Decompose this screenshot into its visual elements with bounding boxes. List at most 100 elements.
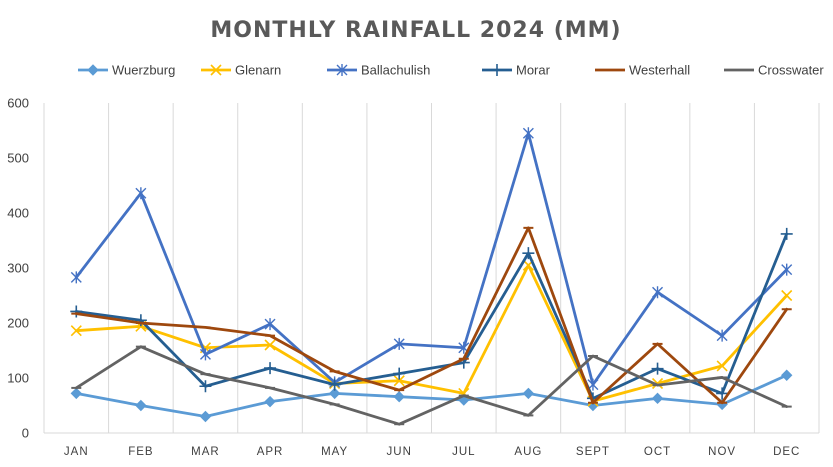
data-point	[264, 339, 276, 351]
star-marker	[522, 127, 534, 140]
x-tick-label: DEC	[773, 446, 800, 458]
legend-label: Westerhall	[629, 63, 690, 78]
data-point	[781, 263, 793, 276]
plus-marker	[491, 64, 503, 76]
legend-item-morar: Morar	[482, 63, 551, 78]
series-glenarn	[70, 259, 793, 407]
x-tick-label: JUN	[387, 446, 412, 458]
x-marker	[651, 377, 664, 390]
data-point	[328, 378, 341, 391]
x-tick-label: AUG	[514, 446, 542, 458]
data-point	[328, 387, 341, 400]
data-point	[70, 305, 83, 318]
y-axis: 0 100 200 300 400 500 600	[7, 96, 29, 441]
series-line	[74, 373, 789, 418]
x-marker	[210, 64, 222, 76]
plus-marker	[264, 362, 277, 375]
series-line	[74, 232, 789, 400]
data-point	[651, 362, 664, 375]
data-point	[652, 286, 664, 299]
star-marker	[70, 271, 82, 284]
chart-title: MONTHLY RAINFALL 2024 (MM)	[210, 18, 621, 43]
data-point	[264, 362, 277, 375]
y-tick-label: 100	[7, 371, 29, 386]
data-point	[522, 387, 535, 400]
data-point	[210, 64, 222, 76]
x-marker	[70, 325, 82, 337]
data-point	[393, 390, 405, 403]
data-point	[336, 64, 348, 76]
data-point	[522, 247, 535, 260]
x-tick-label: FEB	[128, 446, 153, 458]
star-marker	[336, 64, 348, 76]
plus-marker	[199, 380, 212, 393]
data-point	[135, 399, 147, 412]
data-point	[651, 377, 664, 390]
legend-label: Crosswater	[758, 63, 824, 78]
data-point	[780, 227, 793, 240]
diamond-marker	[328, 387, 341, 400]
data-point	[522, 127, 534, 140]
plus-marker	[393, 367, 406, 380]
star-marker	[393, 337, 405, 350]
data-point	[393, 367, 406, 380]
diamond-marker	[199, 410, 212, 423]
data-point	[393, 337, 405, 350]
x-marker	[264, 339, 276, 351]
data-point	[199, 410, 212, 423]
plot-area	[70, 127, 793, 426]
diamond-marker	[264, 395, 276, 408]
series-crosswater	[71, 345, 792, 426]
data-point	[135, 187, 147, 200]
chart-grid	[43, 103, 820, 434]
legend-label: Wuerzburg	[112, 63, 175, 78]
data-point	[393, 375, 405, 387]
x-tick-label: JUL	[452, 446, 475, 458]
plus-marker	[716, 387, 729, 400]
data-point	[199, 348, 211, 361]
data-point	[70, 271, 82, 284]
data-point	[264, 318, 276, 331]
series-line	[74, 345, 789, 426]
legend-item-wuerzburg: Wuerzburg	[78, 63, 175, 78]
star-marker	[264, 318, 276, 331]
diamond-marker	[781, 369, 793, 381]
data-point	[87, 64, 99, 76]
legend-label: Ballachulish	[361, 63, 430, 78]
x-tick-label: MAY	[321, 446, 348, 458]
x-marker	[781, 289, 793, 302]
star-marker	[781, 263, 793, 276]
plus-marker	[780, 227, 793, 240]
legend-item-westerhall: Westerhall	[595, 63, 690, 78]
x-tick-label: JAN	[64, 446, 89, 458]
x-axis: JAN FEB MAR APR MAY JUN JUL AUG SEPT OCT NOV DEC	[64, 446, 800, 458]
series-line	[74, 263, 789, 403]
legend-label: Glenarn	[235, 63, 281, 78]
plus-marker	[70, 305, 83, 318]
series-line	[74, 226, 789, 405]
series-morar	[70, 227, 793, 405]
data-point	[199, 380, 212, 393]
diamond-marker	[393, 390, 405, 403]
data-point	[781, 369, 793, 381]
diamond-marker	[651, 392, 664, 405]
plus-marker	[328, 378, 341, 391]
star-marker	[135, 187, 147, 200]
y-tick-label: 600	[7, 96, 29, 111]
x-tick-label: SEPT	[576, 446, 610, 458]
y-tick-label: 500	[7, 151, 29, 166]
legend-item-ballachulish: Ballachulish	[327, 63, 430, 78]
data-point	[716, 360, 728, 372]
diamond-marker	[87, 64, 99, 76]
plus-marker	[522, 247, 535, 260]
x-marker	[393, 375, 405, 387]
y-tick-label: 300	[7, 261, 29, 276]
y-tick-label: 400	[7, 206, 29, 221]
plus-marker	[651, 362, 664, 375]
y-tick-label: 200	[7, 316, 29, 331]
y-tick-label: 0	[22, 426, 29, 441]
x-tick-label: MAR	[191, 446, 220, 458]
data-point	[716, 387, 729, 400]
x-tick-label: APR	[257, 446, 284, 458]
